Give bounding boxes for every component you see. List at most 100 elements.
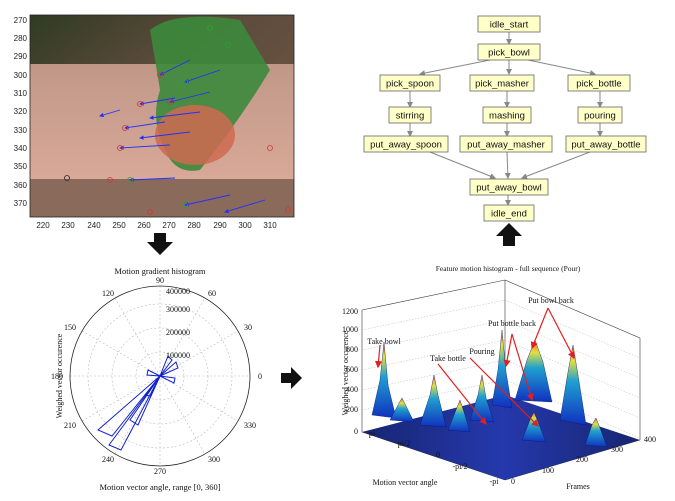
task-node-idle-start: idle_start xyxy=(477,15,541,33)
surface-angle-tick: -pi/2 xyxy=(452,462,467,471)
surface-z-tick: 800 xyxy=(346,345,358,354)
surface-z-tick: 600 xyxy=(346,365,358,374)
motion-vectors xyxy=(99,59,266,214)
task-node-label: stirring xyxy=(396,111,425,122)
task-node-label: mashing xyxy=(489,111,525,122)
surface-z-tick: 400 xyxy=(346,385,358,394)
task-node-idle-end: idle_end xyxy=(483,204,535,222)
surface-zlabel: Weighed vector occurence xyxy=(341,330,350,415)
video-x-tick: 270 xyxy=(162,221,176,230)
polar-angle-label: 90 xyxy=(156,276,164,285)
surface-peaks xyxy=(371,329,608,448)
surface-angle-tick: pi xyxy=(369,429,376,438)
task-node-mashing: mashing xyxy=(482,106,532,124)
polar-angle-label: 300 xyxy=(208,455,220,464)
video-x-tick: 290 xyxy=(213,221,227,230)
surface-angle-tick: 0 xyxy=(436,450,440,459)
polar-angle-label: 60 xyxy=(208,289,216,298)
task-node-label: pick_bottle xyxy=(576,79,621,90)
task-node-pick-masher: pick_masher xyxy=(469,74,535,92)
polar-angle-label: 0 xyxy=(258,372,262,381)
surface-angle-tick: -pi xyxy=(490,477,500,486)
surface-frame-tick: 300 xyxy=(611,445,623,454)
video-y-tick: 270 xyxy=(14,16,28,25)
feature-points xyxy=(64,25,291,215)
video-x-ticks: 220 230 240 250 260 270 280 290 300 310 xyxy=(36,221,277,230)
video-x-tick: 250 xyxy=(112,221,126,230)
surface-z-ticks: 0 200 400 600 800 1000 1200 xyxy=(342,307,358,436)
video-y-tick: 330 xyxy=(14,126,28,135)
arrow-up-icon xyxy=(496,223,522,246)
video-frame-axes xyxy=(29,14,295,218)
video-frame-bowl xyxy=(155,105,235,165)
annotation-take-bottle: Take bottle xyxy=(430,354,466,363)
surface-annotation-arrows xyxy=(374,307,575,427)
video-y-ticks: 270 280 290 300 310 320 330 340 350 360 … xyxy=(14,16,28,208)
polar-angle-label: 150 xyxy=(64,323,76,332)
video-x-tick: 260 xyxy=(137,221,151,230)
polar-angle-label: 180 xyxy=(51,372,63,381)
surface-frame-ticks: 0 100 200 300 400 xyxy=(511,435,656,486)
task-node-label: idle_end xyxy=(491,209,527,220)
surface-z-tick: 1200 xyxy=(342,307,358,316)
polar-angle-label: 210 xyxy=(64,421,76,430)
task-node-put-away-spoon: put_away_spoon xyxy=(363,135,449,153)
annotation-put-bowl-back: Put bowl back xyxy=(528,296,574,305)
video-y-tick: 310 xyxy=(14,89,28,98)
task-node-label: pouring xyxy=(584,111,616,122)
video-frame-panel: 270 280 290 300 310 320 330 340 350 360 … xyxy=(14,14,295,230)
surface-frame-tick: 100 xyxy=(542,466,554,475)
polar-angle-label: 120 xyxy=(102,289,114,298)
annotation-take-bowl: Take bowl xyxy=(367,337,401,346)
task-node-put-away-bottle: put_away_bottle xyxy=(565,135,647,153)
polar-radius-label: 200000 xyxy=(166,328,190,337)
video-x-tick: 240 xyxy=(87,221,101,230)
surface-xlabel: Motion vector angle xyxy=(373,478,438,487)
surface-z-tick: 1000 xyxy=(342,325,358,334)
arrow-right-icon xyxy=(281,367,302,389)
video-x-tick: 310 xyxy=(263,221,277,230)
polar-xlabel: Motion vector angle, range [0, 360] xyxy=(99,482,220,492)
polar-radius-label: 100000 xyxy=(166,351,190,360)
surface-plot: Feature motion histogram - full sequence… xyxy=(341,264,656,491)
task-node-label: pick_masher xyxy=(475,79,529,90)
polar-angle-label: 330 xyxy=(244,421,256,430)
task-node-put-away-masher: put_away_masher xyxy=(459,135,553,153)
task-graph-edges xyxy=(407,32,603,206)
video-frame-table-edge xyxy=(30,179,294,217)
polar-ylabel: Weighed vector occurence xyxy=(55,333,64,418)
surface-frame-tick: 0 xyxy=(511,477,515,486)
arrow-down-icon xyxy=(147,233,173,255)
task-node-pick-bowl: pick_bowl xyxy=(477,43,541,61)
task-node-label: put_away_masher xyxy=(467,140,545,151)
annotation-put-bottle-back: Put bottle back xyxy=(488,319,536,328)
video-y-tick: 350 xyxy=(14,162,28,171)
polar-radius-label: 400000 xyxy=(166,287,190,296)
video-y-tick: 290 xyxy=(14,52,28,61)
video-y-tick: 280 xyxy=(14,34,28,43)
surface-frame-tick: 400 xyxy=(644,435,656,444)
video-y-tick: 370 xyxy=(14,199,28,208)
surface-z-tick: 0 xyxy=(354,427,358,436)
video-y-tick: 300 xyxy=(14,71,28,80)
annotation-pouring: Pouring xyxy=(469,347,494,356)
polar-plot: Motion gradient histogram 0 30 60 xyxy=(51,266,262,492)
surface-annotations: Take bowl Take bottle Pouring Put bottle… xyxy=(367,296,574,363)
video-x-tick: 280 xyxy=(187,221,201,230)
task-node-pick-bottle: pick_bottle xyxy=(567,74,631,92)
polar-outer-ring xyxy=(69,285,251,467)
polar-angle-labels: 0 30 60 90 120 150 180 210 240 270 300 3… xyxy=(51,276,262,476)
polar-radius-labels: 100000 200000 300000 400000 xyxy=(166,287,190,360)
task-node-label: pick_bowl xyxy=(488,48,530,59)
task-graph: idle_start pick_bowl pick_spoon pick_mas… xyxy=(363,15,647,222)
surface-title: Feature motion histogram - full sequence… xyxy=(436,264,581,273)
video-x-tick: 230 xyxy=(61,221,75,230)
task-node-pouring: pouring xyxy=(577,106,623,124)
polar-angle-label: 30 xyxy=(244,323,252,332)
task-node-label: pick_spoon xyxy=(386,79,434,90)
surface-z-tick: 200 xyxy=(346,405,358,414)
task-node-stirring: stirring xyxy=(388,106,432,124)
polar-radius-label: 300000 xyxy=(166,305,190,314)
surface-frame-tick: 200 xyxy=(576,455,588,464)
